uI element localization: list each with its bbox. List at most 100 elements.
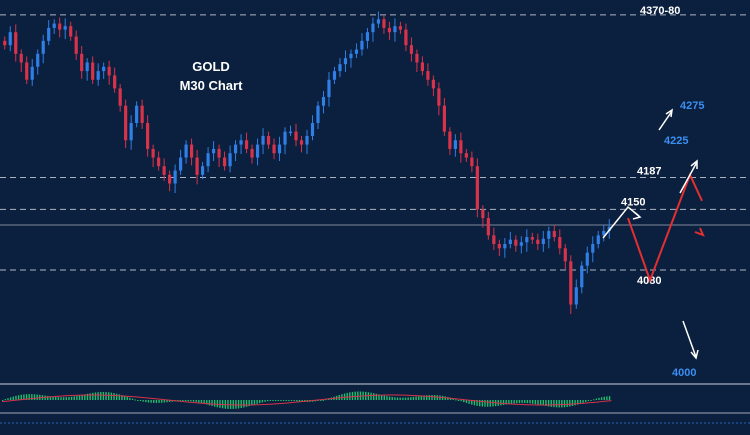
candle-body bbox=[52, 23, 56, 28]
osc-bar bbox=[301, 400, 303, 402]
osc-bar bbox=[161, 400, 163, 403]
candle-body bbox=[536, 239, 540, 245]
osc-bar bbox=[240, 400, 242, 409]
osc-bar bbox=[55, 396, 57, 400]
osc-bar bbox=[558, 400, 560, 408]
osc-bar bbox=[256, 400, 258, 404]
osc-bar bbox=[139, 400, 142, 401]
osc-bar bbox=[489, 400, 491, 407]
candle-body bbox=[206, 153, 210, 167]
candle-body bbox=[382, 19, 386, 28]
candle-body bbox=[113, 75, 117, 89]
osc-bar bbox=[476, 400, 478, 406]
candle-body bbox=[437, 88, 441, 106]
osc-bar bbox=[351, 391, 354, 400]
candle-body bbox=[30, 66, 34, 80]
osc-bar bbox=[563, 400, 566, 408]
candle-body bbox=[464, 153, 468, 158]
osc-bar bbox=[105, 392, 107, 400]
candle-body bbox=[41, 40, 45, 54]
osc-bar bbox=[423, 395, 425, 400]
osc-bar bbox=[603, 396, 605, 400]
osc-bar bbox=[566, 400, 568, 407]
osc-bar bbox=[606, 396, 608, 400]
osc-bar bbox=[349, 392, 351, 400]
candle-body bbox=[211, 148, 216, 154]
osc-bar bbox=[86, 393, 89, 400]
osc-bar bbox=[574, 400, 576, 406]
osc-bar bbox=[147, 400, 150, 403]
osc-bar bbox=[9, 397, 12, 400]
osc-bar bbox=[89, 393, 91, 400]
osc-bar bbox=[404, 397, 407, 400]
osc-bar bbox=[60, 397, 62, 400]
osc-bar bbox=[460, 400, 462, 402]
arrow-down-4000-head bbox=[690, 349, 699, 360]
osc-bar bbox=[280, 400, 282, 401]
candle-body bbox=[332, 71, 337, 80]
osc-bar bbox=[426, 395, 428, 400]
osc-bar bbox=[264, 400, 266, 402]
osc-bar bbox=[410, 397, 412, 400]
candle-body bbox=[19, 53, 23, 63]
level-label-4187: 4187 bbox=[637, 165, 661, 177]
chart-title: GOLD bbox=[192, 59, 230, 74]
candle-body bbox=[563, 248, 567, 262]
osc-bar bbox=[62, 397, 65, 400]
candle-body bbox=[8, 32, 12, 46]
candle-body bbox=[354, 49, 359, 54]
candle-body bbox=[398, 26, 403, 30]
osc-bar bbox=[555, 400, 558, 408]
candle-body bbox=[299, 140, 304, 145]
osc-bar bbox=[484, 400, 486, 407]
osc-bar bbox=[471, 400, 473, 405]
osc-bar bbox=[354, 391, 356, 400]
level-label-4150: 4150 bbox=[621, 196, 645, 208]
osc-bar bbox=[68, 396, 70, 400]
candle-body bbox=[607, 226, 611, 232]
osc-bar bbox=[81, 394, 83, 400]
osc-bar bbox=[343, 393, 346, 400]
osc-bar bbox=[380, 394, 383, 400]
osc-bar bbox=[100, 391, 102, 400]
osc-bar bbox=[65, 397, 67, 400]
osc-bar bbox=[33, 394, 36, 400]
candle-body bbox=[519, 242, 523, 246]
candle-body bbox=[69, 26, 73, 37]
osc-bar bbox=[282, 400, 285, 401]
osc-bar bbox=[123, 396, 126, 400]
osc-bar bbox=[203, 400, 205, 404]
osc-bar bbox=[253, 400, 256, 405]
candle-body bbox=[448, 131, 452, 149]
osc-bar bbox=[391, 396, 393, 400]
candle-body bbox=[3, 40, 7, 46]
osc-bar bbox=[267, 400, 269, 402]
candle-body bbox=[168, 174, 172, 184]
candle-body bbox=[569, 261, 573, 305]
osc-bar bbox=[192, 400, 195, 402]
target-label-4000: 4000 bbox=[672, 367, 696, 379]
candle-body bbox=[580, 265, 584, 288]
osc-bar bbox=[508, 400, 510, 405]
osc-bar bbox=[168, 400, 171, 403]
osc-bar bbox=[102, 391, 105, 400]
osc-bar bbox=[12, 396, 14, 400]
osc-bar bbox=[415, 396, 417, 400]
candle-body bbox=[310, 122, 315, 136]
osc-bar bbox=[449, 397, 452, 400]
osc-bar bbox=[31, 394, 33, 400]
osc-bar bbox=[219, 400, 221, 408]
candle-body bbox=[360, 40, 364, 50]
candle-body bbox=[261, 135, 265, 145]
osc-bar bbox=[346, 392, 348, 400]
candle-body bbox=[25, 62, 29, 80]
candle-body bbox=[140, 105, 144, 123]
osc-bar bbox=[113, 393, 115, 400]
osc-bar bbox=[542, 400, 544, 406]
candle-body bbox=[530, 237, 534, 240]
candle-body bbox=[349, 53, 353, 59]
projection-arrowhead-red bbox=[694, 227, 705, 237]
osc-bar bbox=[524, 400, 526, 404]
